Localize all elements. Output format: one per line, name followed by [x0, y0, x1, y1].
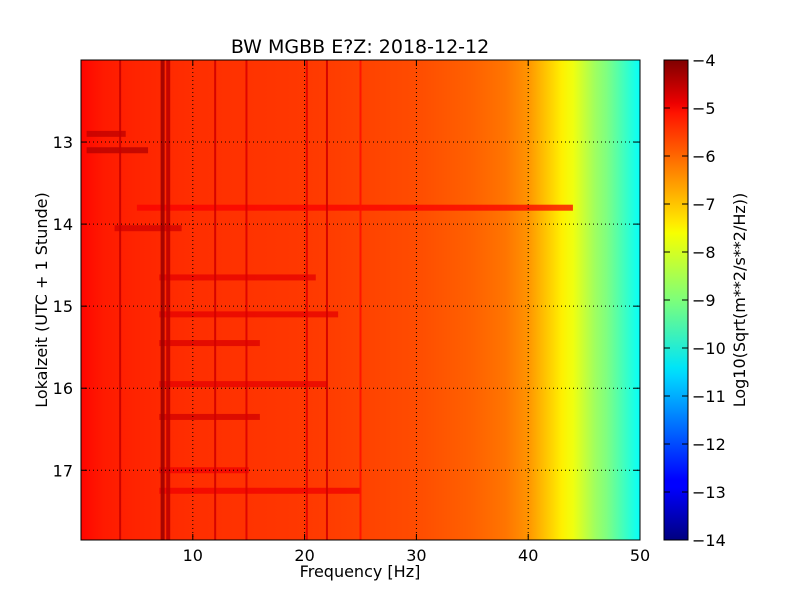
spectral-line — [359, 60, 362, 540]
grid-lines — [81, 60, 640, 540]
spectral-line — [214, 60, 217, 540]
x-tick-label: 20 — [294, 546, 314, 565]
spectral-line — [160, 60, 165, 540]
colorbar-ticks: −4 −5 −6 −7 −8 −9 −10 −11 −12 −13 −14 — [664, 51, 726, 550]
x-tick-label: 30 — [406, 546, 426, 565]
transient-band — [114, 225, 182, 232]
transient-band — [159, 340, 260, 347]
x-axis: 10 20 30 40 50 — [183, 60, 650, 565]
y-tick-label: 17 — [53, 461, 73, 480]
colorbar-label: Log10(Sqrt(m**2/s**2/Hz)) — [730, 193, 749, 408]
plot-area: 10 20 30 40 50 13 14 15 16 17 — [53, 59, 650, 565]
colorbar-tick-label: −4 — [692, 51, 716, 70]
plot-frame — [80, 59, 641, 541]
transient-band — [159, 381, 327, 388]
spectral-line — [305, 60, 308, 540]
spectral-line — [325, 60, 328, 540]
y-tick-label: 14 — [53, 215, 73, 234]
spectral-line — [166, 60, 171, 540]
y-tick-label: 13 — [53, 133, 73, 152]
colorbar-tick-label: −10 — [692, 339, 726, 358]
transient-band — [86, 130, 126, 137]
colorbar-tick-label: −11 — [692, 387, 726, 406]
transient-band — [159, 467, 249, 474]
transient-band — [86, 147, 149, 154]
colorbar-tick-label: −9 — [692, 291, 716, 310]
transient-band — [159, 274, 316, 281]
colorbar-tick-label: −6 — [692, 147, 716, 166]
spectrogram-image — [81, 60, 640, 540]
transient-band — [136, 204, 573, 211]
x-tick-label: 40 — [518, 546, 538, 565]
colorbar-tick-label: −12 — [692, 435, 726, 454]
spectral-line — [119, 60, 122, 540]
y-axis-label: Lokalzeit (UTC + 1 Stunde) — [32, 192, 51, 407]
transient-band — [159, 487, 361, 494]
colorbar-tick-label: −8 — [692, 243, 716, 262]
colorbar-tick-label: −7 — [692, 195, 716, 214]
transient-band — [159, 413, 260, 420]
x-tick-label: 10 — [183, 546, 203, 565]
colorbar-tick-label: −13 — [692, 483, 726, 502]
y-axis: 13 14 15 16 17 — [53, 133, 640, 480]
x-axis-label: Frequency [Hz] — [300, 562, 421, 581]
y-tick-label: 16 — [53, 379, 73, 398]
colorbar-tick-label: −5 — [692, 99, 716, 118]
transient-band — [159, 311, 339, 318]
colorbar-tick-label: −14 — [692, 531, 726, 550]
chart-title: BW MGBB E?Z: 2018-12-12 — [231, 36, 489, 58]
spectral-line — [245, 60, 248, 540]
x-tick-label: 50 — [630, 546, 650, 565]
y-tick-label: 15 — [53, 297, 73, 316]
colorbar: −4 −5 −6 −7 −8 −9 −10 −11 −12 −13 −14 Log10(Sqrt(m… — [663, 51, 749, 550]
